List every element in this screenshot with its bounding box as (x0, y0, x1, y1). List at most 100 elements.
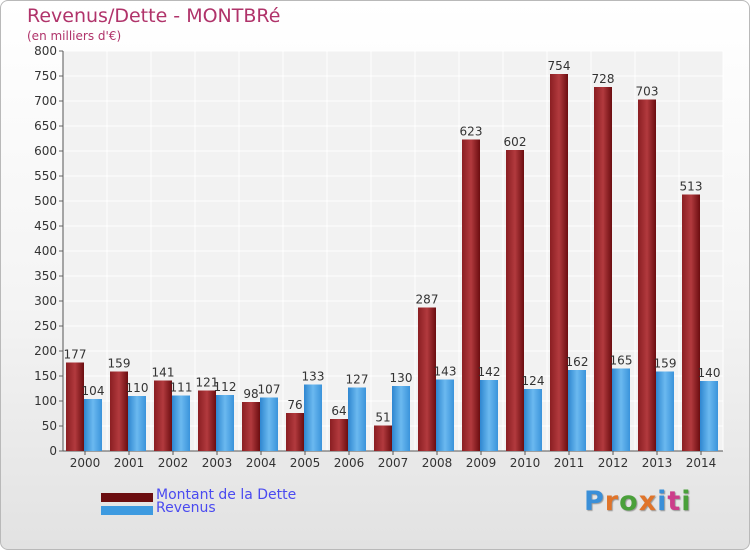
bar-dette (418, 307, 436, 451)
y-tick-label: 100 (34, 394, 57, 408)
logo-letter: i (657, 486, 668, 517)
data-label-revenus: 124 (522, 374, 545, 388)
data-label-dette: 177 (64, 348, 87, 362)
bars-layer (66, 74, 718, 451)
x-tick-label: 2006 (334, 456, 365, 470)
y-tick-label: 350 (34, 269, 57, 283)
y-tick-label: 50 (42, 419, 57, 433)
bar-dette (506, 150, 524, 451)
bar-revenus (612, 368, 630, 451)
y-tick-label: 750 (34, 69, 57, 83)
data-label-revenus: 143 (434, 365, 457, 379)
y-tick-label: 550 (34, 169, 57, 183)
x-tick-label: 2012 (598, 456, 629, 470)
legend-label-dette: Montant de la Dette (156, 487, 297, 503)
legend-label-revenus: Revenus (156, 500, 216, 516)
bar-dette (242, 402, 260, 451)
logo-letter: i (681, 486, 692, 517)
data-label-revenus: 162 (566, 355, 589, 369)
bar-dette (462, 139, 480, 451)
data-label-dette: 754 (548, 59, 571, 73)
data-label-dette: 121 (196, 376, 219, 390)
y-tick-label: 650 (34, 119, 57, 133)
x-tick-label: 2013 (642, 456, 673, 470)
bar-dette (66, 362, 84, 451)
legend-swatch-revenus (101, 506, 153, 515)
x-tick-label: 2000 (70, 456, 101, 470)
bar-dette (286, 413, 304, 451)
logo-letter: x (638, 486, 658, 517)
bar-revenus (304, 384, 322, 451)
y-tick-label: 400 (34, 244, 57, 258)
data-label-revenus: 104 (82, 384, 105, 398)
data-label-revenus: 111 (170, 381, 193, 395)
y-tick-label: 800 (34, 44, 57, 58)
data-label-revenus: 127 (346, 373, 369, 387)
bar-dette (594, 87, 612, 451)
bar-revenus (128, 396, 146, 451)
y-tick-label: 200 (34, 344, 57, 358)
logo-letter: t (667, 486, 682, 517)
x-tick-label: 2004 (246, 456, 277, 470)
y-tick-label: 150 (34, 369, 57, 383)
data-label-revenus: 140 (698, 366, 721, 380)
y-tick-label: 0 (49, 444, 57, 458)
bar-revenus (524, 389, 542, 451)
chart-title: Revenus/Dette - MONTBRé (27, 5, 281, 27)
data-label-revenus: 133 (302, 370, 325, 384)
y-tick-label: 700 (34, 94, 57, 108)
data-label-dette: 287 (416, 293, 439, 307)
x-tick-label: 2001 (114, 456, 145, 470)
bar-revenus (436, 379, 454, 451)
data-label-dette: 602 (504, 135, 527, 149)
labels-layer: 0 50 100 150 200 250 300 350 400 450 500 550 600 650 7… (34, 44, 720, 470)
data-label-dette: 623 (460, 125, 483, 139)
bar-revenus (392, 386, 410, 451)
bar-dette (550, 74, 568, 451)
bar-dette (330, 419, 348, 451)
proxiti-logo: Proxiti (584, 486, 692, 517)
logo-letter: P (584, 486, 605, 517)
bar-revenus (568, 370, 586, 451)
chart-subtitle: (en milliers d'€) (27, 29, 122, 43)
x-tick-label: 2005 (290, 456, 321, 470)
data-label-dette: 51 (375, 411, 390, 425)
x-tick-label: 2007 (378, 456, 409, 470)
bar-revenus (656, 371, 674, 451)
legend-swatch-dette (101, 493, 153, 502)
y-tick-label: 600 (34, 144, 57, 158)
y-tick-label: 250 (34, 319, 57, 333)
bar-dette (198, 390, 216, 451)
bar-revenus (172, 395, 190, 451)
data-label-dette: 76 (287, 398, 302, 412)
data-label-dette: 703 (636, 85, 659, 99)
data-label-dette: 141 (152, 366, 175, 380)
logo-letter: r (604, 486, 620, 517)
data-label-dette: 98 (243, 387, 258, 401)
x-tick-label: 2011 (554, 456, 585, 470)
data-label-revenus: 130 (390, 371, 413, 385)
bar-dette (154, 380, 172, 451)
bar-dette (374, 425, 392, 451)
bar-revenus (348, 387, 366, 451)
bar-dette (638, 99, 656, 451)
bar-dette (110, 371, 128, 451)
y-tick-label: 450 (34, 219, 57, 233)
logo-letter: o (619, 486, 639, 517)
data-label-revenus: 142 (478, 365, 501, 379)
data-label-revenus: 159 (654, 357, 677, 371)
bar-revenus (480, 380, 498, 451)
y-tick-label: 300 (34, 294, 57, 308)
data-label-revenus: 110 (126, 381, 149, 395)
x-tick-label: 2010 (510, 456, 541, 470)
data-label-dette: 64 (331, 404, 346, 418)
x-tick-label: 2009 (466, 456, 497, 470)
x-tick-label: 2003 (202, 456, 233, 470)
bar-dette (682, 194, 700, 451)
data-label-dette: 513 (680, 180, 703, 194)
data-label-dette: 728 (592, 72, 615, 86)
bar-revenus (700, 381, 718, 451)
data-label-dette: 159 (108, 357, 131, 371)
